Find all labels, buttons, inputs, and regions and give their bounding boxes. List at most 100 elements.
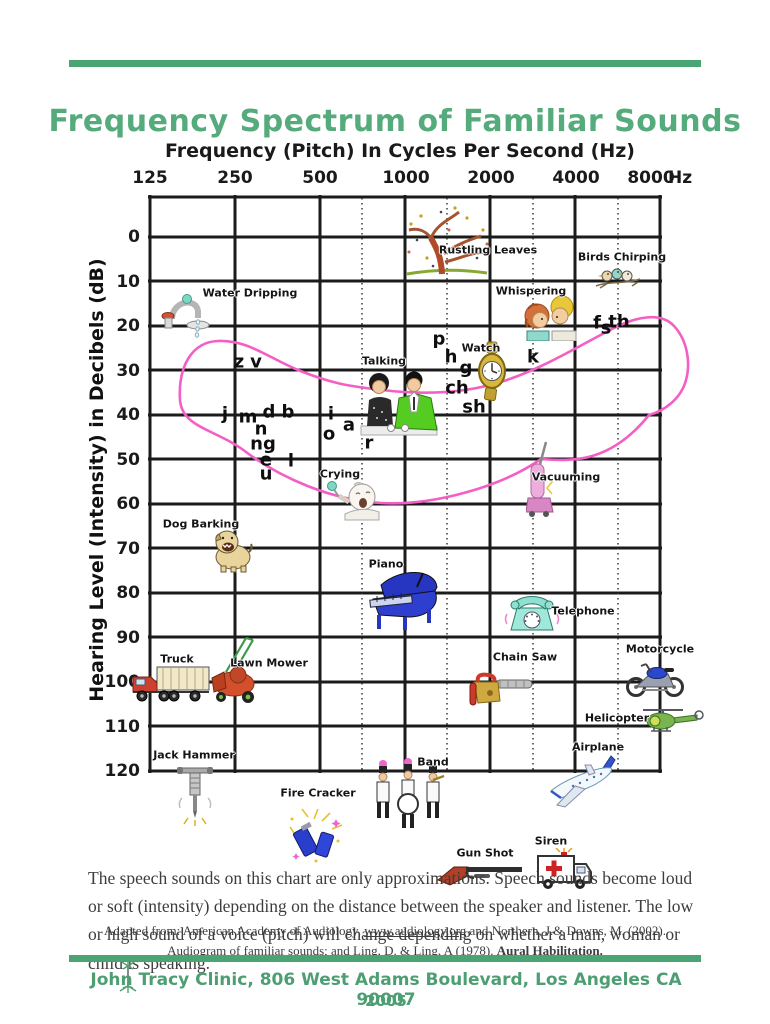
attribution-text: Adapted from: American Academy of Audiol… bbox=[104, 923, 365, 938]
speech-sound-ch: ch bbox=[445, 377, 469, 399]
x-tick-500: 500 bbox=[302, 168, 338, 188]
x-axis-title: Frequency (Pitch) In Cycles Per Second (… bbox=[165, 140, 635, 162]
x-tick-2000: 2000 bbox=[467, 168, 515, 188]
sound-label: Motorcycle bbox=[625, 642, 695, 656]
bottom-green-bar bbox=[69, 955, 701, 962]
sound-label: Lawn Mower bbox=[230, 656, 308, 670]
y-tick-30: 30 bbox=[116, 360, 140, 381]
speech-sound-m: m bbox=[238, 406, 258, 428]
speech-sound-l: l bbox=[287, 450, 295, 472]
rustling-leaves-icon bbox=[406, 206, 489, 276]
attribution: Adapted from: American Academy of Audiol… bbox=[70, 921, 700, 960]
sound-label: Watch bbox=[461, 341, 501, 355]
sound-label: Talking bbox=[361, 354, 407, 368]
sound-label: Gun Shot bbox=[456, 846, 514, 860]
attribution-line-1: Adapted from: American Academy of Audiol… bbox=[70, 921, 700, 941]
sound-label: Dog Barking bbox=[162, 517, 240, 531]
x-tick-1000: 1000 bbox=[382, 168, 430, 188]
telephone-icon bbox=[504, 596, 560, 631]
vacuuming-icon bbox=[526, 441, 554, 517]
sound-label: Vacuuming bbox=[531, 470, 601, 484]
piano-icon bbox=[369, 572, 438, 630]
y-tick-120: 120 bbox=[104, 761, 141, 781]
sound-label: Helicopter bbox=[584, 711, 650, 725]
attribution-book-title: Aural Habilitation. bbox=[496, 942, 603, 958]
water-dripping-icon bbox=[161, 294, 210, 338]
siren-icon bbox=[537, 848, 592, 889]
gun-shot-icon bbox=[437, 866, 522, 886]
y-tick-10: 10 bbox=[116, 271, 140, 292]
speech-sound-ng: ng bbox=[250, 433, 276, 455]
x-tick-4000: 4000 bbox=[552, 168, 600, 188]
motorcycle-icon bbox=[626, 663, 684, 697]
speech-sound-th: th bbox=[608, 311, 630, 333]
speech-sound-j: j bbox=[221, 403, 229, 425]
y-tick-20: 20 bbox=[116, 316, 140, 336]
airplane-icon bbox=[550, 755, 616, 808]
speech-sound-p: p bbox=[432, 328, 446, 350]
footer-address: John Tracy Clinic, 806 West Adams Boulev… bbox=[90, 970, 682, 1010]
sound-label: Band bbox=[417, 755, 449, 769]
birds-chirping-icon bbox=[595, 268, 641, 289]
speech-sound-h: h bbox=[444, 346, 458, 368]
y-tick-100: 100 bbox=[104, 672, 141, 692]
y-tick-0: 0 bbox=[128, 227, 140, 247]
dog-barking-icon bbox=[215, 530, 253, 573]
truck-icon bbox=[132, 666, 210, 702]
y-tick-60: 60 bbox=[116, 494, 140, 514]
speech-sound-n: n bbox=[254, 418, 268, 440]
sound-label: Birds Chirping bbox=[577, 250, 667, 264]
speech-sound-b: b bbox=[281, 401, 295, 423]
sound-label: Piano bbox=[368, 557, 404, 571]
x-tick-250: 250 bbox=[217, 168, 253, 188]
fire-cracker-icon bbox=[289, 808, 343, 863]
attribution-url: www.audiology.org bbox=[364, 923, 467, 938]
speech-sound-e: e bbox=[259, 449, 273, 471]
helicopter-icon bbox=[643, 709, 704, 732]
attribution-line-2: Audiogram of familiar sounds; and Ling, … bbox=[70, 941, 700, 961]
speech-sound-r: r bbox=[364, 432, 374, 454]
y-tick-50: 50 bbox=[116, 449, 140, 470]
sound-label: Whispering bbox=[495, 284, 567, 298]
attribution-text: Audiogram of familiar sounds; and Ling, … bbox=[167, 942, 497, 958]
speech-sound-sh: sh bbox=[462, 396, 486, 418]
speech-sound-s: s bbox=[600, 317, 612, 339]
speech-sound-k: k bbox=[527, 346, 539, 368]
speech-sound-z: z bbox=[233, 351, 245, 373]
y-tick-70: 70 bbox=[116, 538, 140, 559]
john-tracy-clinic-tree-icon bbox=[119, 959, 137, 993]
speech-sound-v: v bbox=[250, 351, 262, 373]
sound-label: Fire Cracker bbox=[280, 786, 356, 800]
band-icon bbox=[376, 758, 445, 828]
sound-label: Truck bbox=[160, 652, 194, 666]
crying-icon bbox=[327, 481, 380, 521]
sound-label: Water Dripping bbox=[202, 286, 298, 300]
speech-sound-d: d bbox=[262, 401, 276, 423]
lawn-mower-icon bbox=[211, 636, 255, 703]
footer-year: 2005 bbox=[365, 992, 407, 1010]
y-tick-110: 110 bbox=[104, 716, 141, 737]
speech-sound-o: o bbox=[322, 423, 336, 445]
sound-label: Siren bbox=[534, 834, 568, 848]
sound-label: Crying bbox=[319, 467, 361, 481]
speech-sound-u: u bbox=[259, 463, 273, 485]
talking-icon bbox=[360, 371, 438, 436]
speech-sound-i: i bbox=[327, 403, 335, 425]
whispering-icon bbox=[524, 295, 577, 341]
sound-label: Jack Hammer bbox=[153, 748, 235, 762]
sound-label: Chain Saw bbox=[492, 650, 558, 664]
speech-sound-f: f bbox=[593, 312, 601, 334]
sound-label: Airplane bbox=[571, 740, 625, 754]
watch-icon bbox=[478, 341, 506, 401]
y-tick-80: 80 bbox=[116, 583, 140, 603]
sound-label: Telephone bbox=[551, 604, 615, 618]
attribution-text: and Northern, J.& Downs, M. (2002). bbox=[466, 923, 666, 938]
x-tick-8000: 8000 bbox=[627, 168, 675, 188]
chain-saw-icon bbox=[469, 672, 533, 706]
speech-sound-a: a bbox=[342, 414, 356, 436]
sound-label: Rustling Leaves bbox=[438, 243, 538, 257]
top-green-bar bbox=[69, 60, 701, 67]
page-title: Frequency Spectrum of Familiar Sounds bbox=[48, 104, 742, 140]
speech-sound-g: g bbox=[459, 357, 473, 379]
